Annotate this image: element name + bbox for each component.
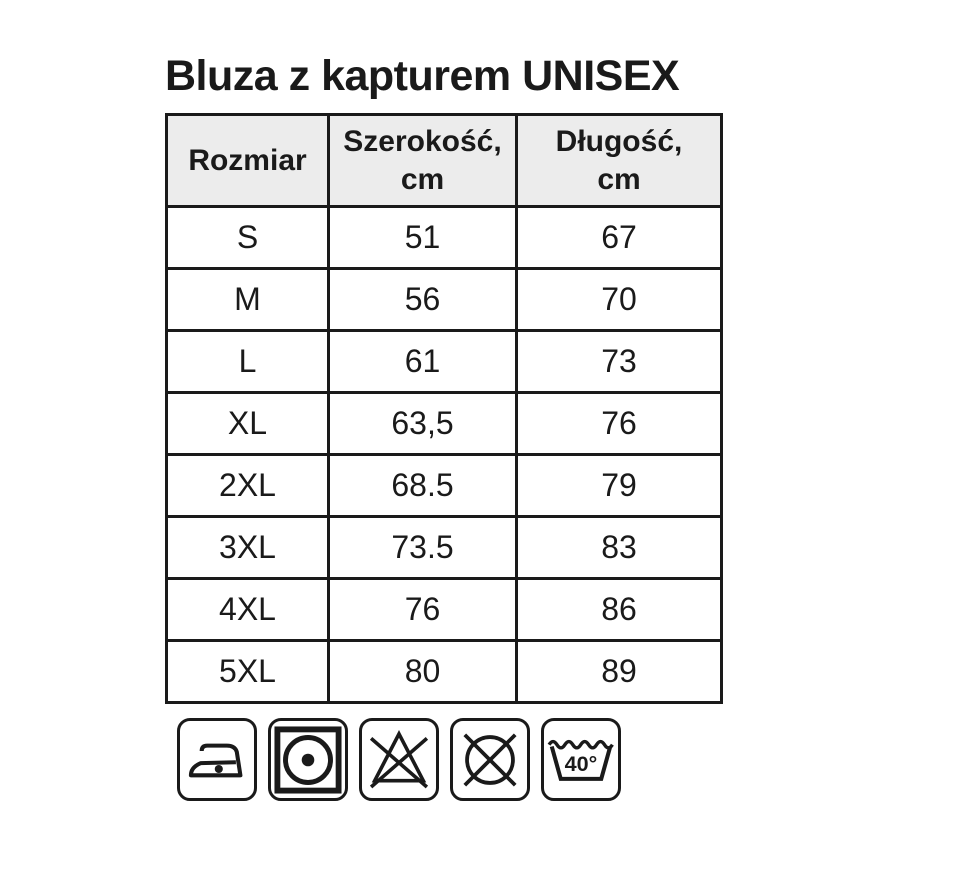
wash-40-icon: 40°	[547, 739, 614, 781]
care-symbol-box	[268, 718, 348, 801]
col-header-szerokosc: Szerokość, cm	[327, 113, 518, 208]
table-row: L 61 73	[165, 329, 723, 394]
care-symbol-box: 40°	[541, 718, 621, 801]
table-row: 4XL 76 86	[165, 577, 723, 642]
do-not-bleach-icon	[369, 729, 429, 788]
col-header-dlugosc: Długość, cm	[515, 113, 723, 208]
length-cell: 89	[515, 639, 723, 704]
length-cell: 79	[515, 453, 723, 518]
length-cell: 73	[515, 329, 723, 394]
care-symbol-box	[359, 718, 439, 801]
table-row: 3XL 73.5 83	[165, 515, 723, 580]
tumble-dry-one-dot-icon	[274, 725, 342, 794]
care-symbols-row: 40°	[177, 718, 865, 801]
table-row: 2XL 68.5 79	[165, 453, 723, 518]
width-cell: 61	[327, 329, 518, 394]
care-symbol-box	[450, 718, 530, 801]
size-cell: 2XL	[165, 453, 330, 518]
wash-temperature-label: 40°	[565, 750, 598, 775]
width-cell: 76	[327, 577, 518, 642]
size-chart-page: Bluza z kapturem UNISEX Rozmiar Szerokoś…	[165, 53, 865, 801]
width-cell: 56	[327, 267, 518, 332]
width-cell: 51	[327, 205, 518, 270]
length-cell: 86	[515, 577, 723, 642]
size-cell: XL	[165, 391, 330, 456]
width-cell: 68.5	[327, 453, 518, 518]
do-not-dry-clean-icon	[463, 732, 517, 787]
width-cell: 80	[327, 639, 518, 704]
length-cell: 70	[515, 267, 723, 332]
table-row: XL 63,5 76	[165, 391, 723, 456]
care-symbol-box	[177, 718, 257, 801]
size-cell: 5XL	[165, 639, 330, 704]
length-cell: 76	[515, 391, 723, 456]
iron-one-dot-icon	[188, 743, 243, 777]
table-header-row: Rozmiar Szerokość, cm Długość, cm	[165, 113, 723, 208]
table-row: S 51 67	[165, 205, 723, 270]
col-header-rozmiar: Rozmiar	[165, 113, 330, 208]
size-cell: M	[165, 267, 330, 332]
table-row: 5XL 80 89	[165, 639, 723, 704]
size-cell: L	[165, 329, 330, 394]
length-cell: 67	[515, 205, 723, 270]
width-cell: 73.5	[327, 515, 518, 580]
width-cell: 63,5	[327, 391, 518, 456]
table-row: M 56 70	[165, 267, 723, 332]
size-cell: 3XL	[165, 515, 330, 580]
length-cell: 83	[515, 515, 723, 580]
size-cell: S	[165, 205, 330, 270]
size-cell: 4XL	[165, 577, 330, 642]
size-table: Rozmiar Szerokość, cm Długość, cm S 51 6…	[165, 113, 723, 704]
page-title: Bluza z kapturem UNISEX	[165, 52, 680, 100]
